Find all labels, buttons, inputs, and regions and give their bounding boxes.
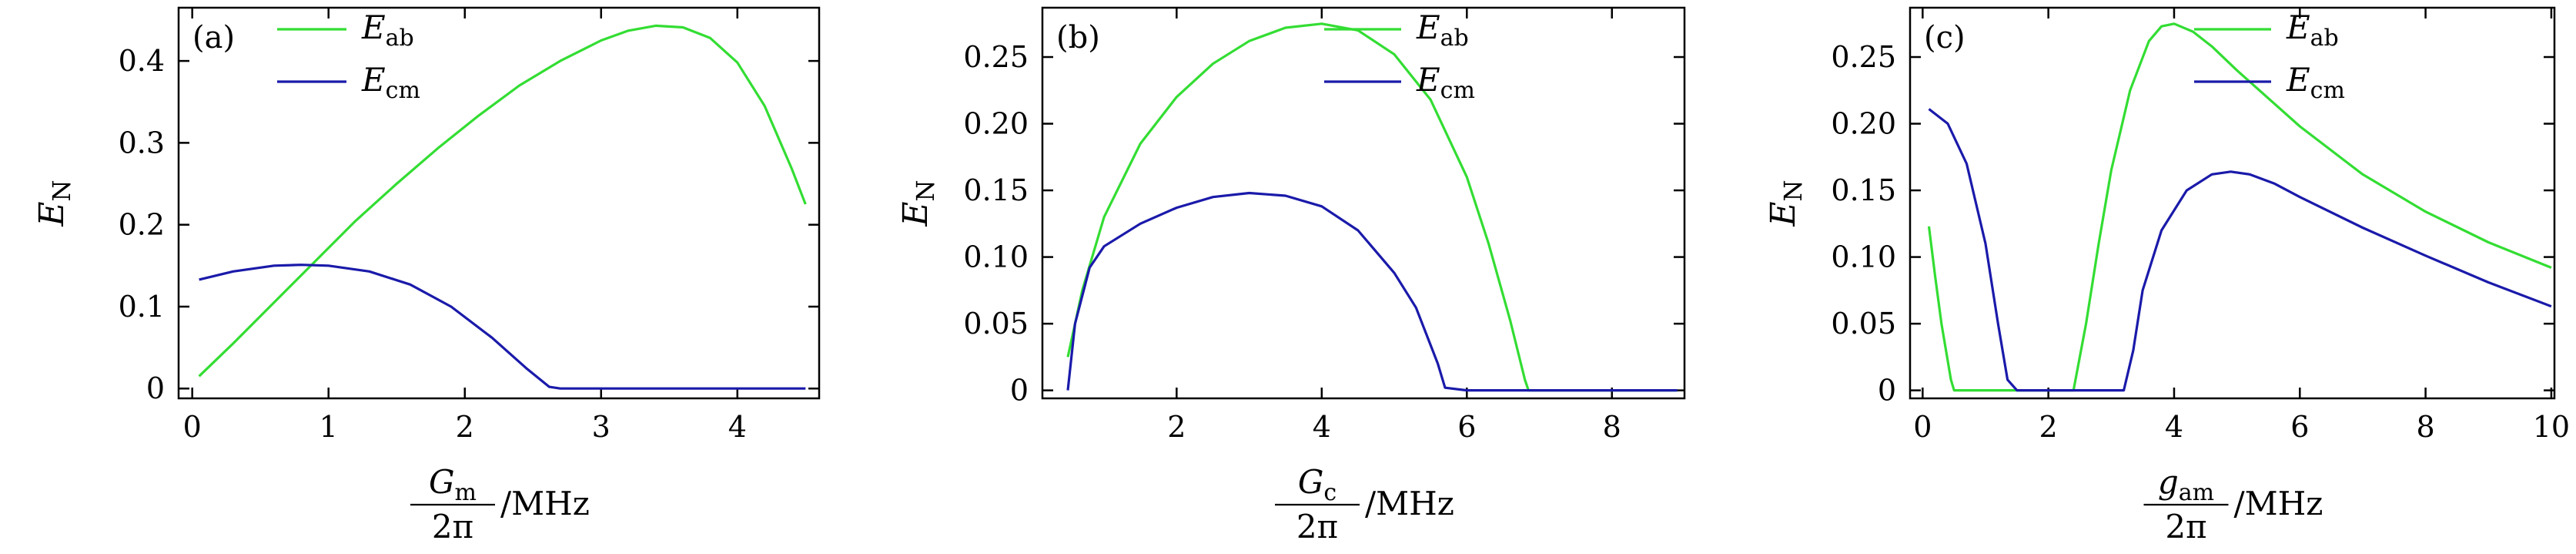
x-tick-label: 0	[183, 410, 202, 444]
series-line-E-ab	[198, 24, 807, 378]
series-line-E-cm	[1928, 108, 2552, 392]
y-axis-label: EN	[896, 180, 940, 227]
x-axis-label-numerator: gam	[2158, 463, 2214, 506]
y-tick-label: 0.10	[1831, 240, 1896, 274]
y-tick-label: 0.25	[1831, 40, 1896, 74]
x-tick-label: 8	[2417, 410, 2435, 444]
x-tick-label: 4	[2165, 410, 2183, 444]
x-tick-label: 10	[2533, 410, 2570, 444]
x-tick-label: 8	[1603, 410, 1621, 444]
plot-frame	[1041, 6, 1686, 400]
panel-label: (b)	[1056, 20, 1100, 55]
legend-label: Ecm	[1416, 61, 1475, 104]
panel-label: (a)	[192, 20, 235, 55]
y-tick-label: 0.3	[119, 126, 165, 159]
x-tick-label: 2	[2039, 410, 2058, 444]
y-tick-label: 0.10	[963, 240, 1029, 274]
x-axis-label-denominator: 2π	[1296, 508, 1338, 546]
y-tick-label: 0.05	[1831, 307, 1896, 341]
y-tick-label: 0	[146, 371, 165, 405]
y-axis-label: EN	[1764, 180, 1808, 227]
x-tick-label: 3	[592, 410, 611, 444]
x-tick-label: 6	[2290, 410, 2309, 444]
panel-c: 0 2 4 6 8 10 0 0.05 0.10 0.15 0.20 0.25 (c) Eab Ecm EN g…	[1764, 6, 2570, 546]
x-axis-label-denominator: 2π	[432, 508, 473, 546]
y-tick-label: 0.2	[119, 208, 165, 242]
series-line-E-cm	[1066, 191, 1678, 392]
series-line-E-ab	[1927, 22, 2552, 392]
y-tick-label: 0	[1878, 374, 1896, 408]
plot-frame	[1909, 6, 2556, 400]
x-tick-label: 4	[728, 410, 747, 444]
x-tick-label: 0	[1913, 410, 1932, 444]
x-axis-label-unit: /MHz	[2234, 485, 2323, 522]
plot-frame	[177, 6, 821, 400]
panel-b: 2 4 6 8 0 0.05 0.10 0.15 0.20 0.25 (b) Eab Ecm EN Gc2π…	[896, 6, 1686, 546]
legend-label: Eab	[2286, 8, 2339, 52]
y-tick-label: 0.20	[963, 107, 1029, 141]
y-tick-label: 0.1	[119, 290, 165, 324]
series-line-E-cm	[199, 264, 806, 390]
x-axis-label-unit: /MHz	[500, 485, 590, 522]
panel-label: (c)	[1924, 20, 1965, 55]
x-axis-label-denominator: 2π	[2165, 508, 2206, 546]
y-tick-label: 0.05	[963, 307, 1029, 341]
y-tick-label: 0.20	[1831, 107, 1896, 141]
x-tick-label: 2	[456, 410, 474, 444]
series-line-E-ab	[1066, 22, 1678, 392]
x-tick-label: 4	[1313, 410, 1331, 444]
legend-label: Eab	[361, 8, 414, 52]
y-axis-label: EN	[32, 180, 76, 227]
x-tick-label: 2	[1167, 410, 1186, 444]
y-tick-label: 0.15	[1831, 173, 1896, 207]
x-tick-label: 6	[1457, 410, 1476, 444]
y-tick-label: 0	[1010, 374, 1029, 408]
x-axis-label-numerator: Gc	[1298, 463, 1337, 506]
legend-label: Ecm	[2286, 61, 2345, 104]
y-tick-label: 0.4	[119, 44, 165, 78]
legend-label: Ecm	[361, 61, 420, 104]
y-tick-label: 0.25	[963, 40, 1029, 74]
legend-label: Eab	[1416, 8, 1469, 52]
y-tick-label: 0.15	[963, 173, 1029, 207]
x-axis-label-numerator: Gm	[429, 463, 477, 506]
x-tick-label: 1	[319, 410, 338, 444]
x-axis-label-unit: /MHz	[1365, 485, 1454, 522]
